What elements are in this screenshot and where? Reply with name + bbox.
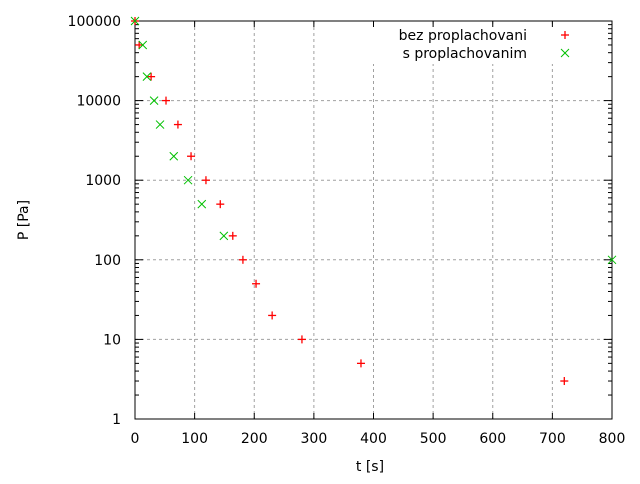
legend-label-series-1: bez proplachovani bbox=[399, 28, 527, 44]
data-point-series-1 bbox=[201, 176, 210, 185]
x-tick-label: 500 bbox=[420, 431, 447, 447]
x-tick-label: 0 bbox=[131, 431, 140, 447]
x-tick-label: 700 bbox=[539, 431, 566, 447]
data-point-series-1 bbox=[162, 96, 171, 105]
x-tick-label: 400 bbox=[360, 431, 387, 447]
legend-background bbox=[372, 24, 582, 64]
data-point-series-2 bbox=[607, 255, 617, 265]
data-points bbox=[130, 16, 617, 386]
data-point-series-2 bbox=[183, 175, 193, 185]
data-point-series-2 bbox=[219, 231, 229, 241]
data-point-series-1 bbox=[356, 359, 365, 368]
data-point-series-2 bbox=[142, 72, 152, 81]
data-point-series-2 bbox=[169, 151, 179, 161]
data-point-series-2 bbox=[138, 40, 148, 50]
x-axis-label: t [s] bbox=[356, 459, 384, 475]
x-tick-label: 600 bbox=[479, 431, 506, 447]
legend-marker-series-1 bbox=[561, 31, 569, 39]
data-point-series-2 bbox=[130, 16, 140, 26]
legend-label-series-2: s proplachovanim bbox=[403, 46, 527, 62]
data-point-series-1 bbox=[135, 40, 144, 49]
data-point-series-1 bbox=[173, 120, 182, 129]
legend: bez proplachovani s proplachovanim bbox=[399, 28, 570, 62]
data-point-series-1 bbox=[228, 231, 237, 240]
y-tick-label: 10 bbox=[103, 332, 121, 348]
data-point-series-1 bbox=[560, 377, 569, 386]
data-point-series-1 bbox=[216, 200, 225, 209]
data-point-series-2 bbox=[149, 96, 159, 105]
data-point-series-1 bbox=[238, 255, 247, 264]
data-point-series-1 bbox=[268, 311, 277, 320]
grid bbox=[135, 21, 612, 419]
x-tick-label: 100 bbox=[181, 431, 208, 447]
plot-border bbox=[134, 20, 613, 420]
x-tick-label: 300 bbox=[301, 431, 328, 447]
legend-marker-series-2 bbox=[560, 48, 570, 58]
y-axis-label: P [Pa] bbox=[16, 200, 32, 240]
x-tick-label: 800 bbox=[599, 431, 626, 447]
y-tick-label: 100000 bbox=[68, 14, 121, 30]
data-point-series-1 bbox=[297, 335, 306, 344]
data-point-series-1 bbox=[147, 72, 156, 81]
y-tick-label: 1000 bbox=[85, 173, 121, 189]
y-tick-label: 10000 bbox=[76, 94, 121, 110]
x-tick-label: 200 bbox=[241, 431, 268, 447]
data-point-series-2 bbox=[197, 199, 207, 209]
data-point-series-1 bbox=[252, 279, 261, 288]
tick-labels: 0 100 200 300 400 500 600 700 800 1 10 100 1000 10000… bbox=[68, 14, 626, 447]
data-point-series-2 bbox=[155, 120, 165, 129]
y-tick-label: 100 bbox=[94, 253, 121, 269]
y-tick-label: 1 bbox=[112, 412, 121, 428]
data-point-series-1 bbox=[187, 152, 196, 161]
